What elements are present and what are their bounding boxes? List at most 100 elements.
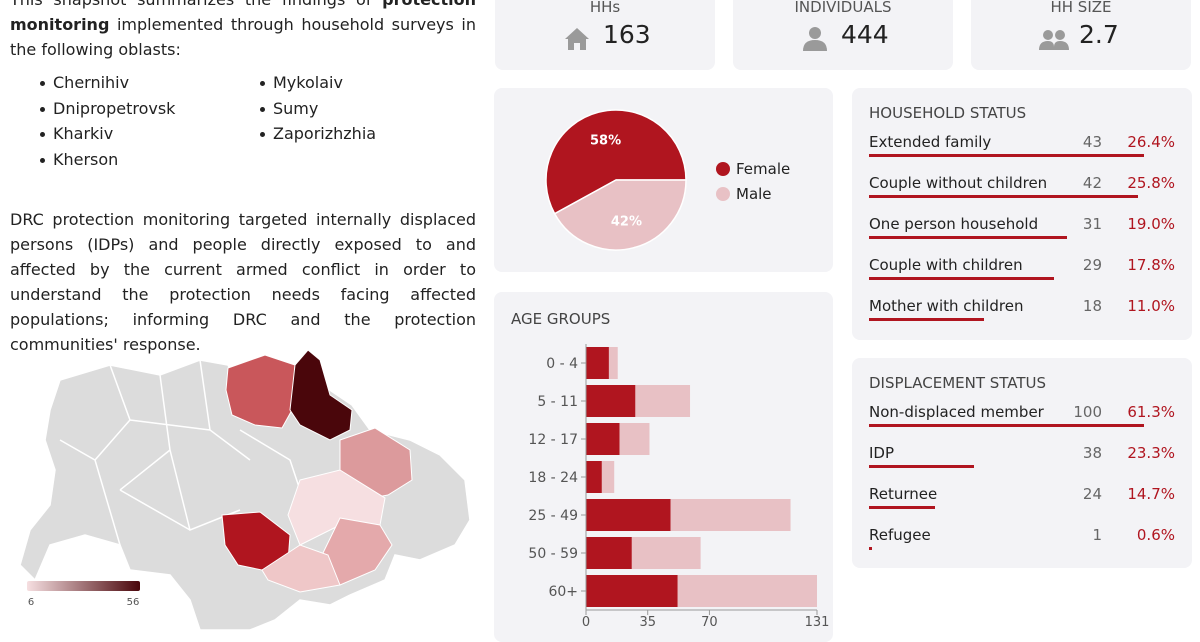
legend-swatch bbox=[716, 187, 730, 201]
row-label: Couple with children bbox=[869, 256, 1023, 274]
row-label: Non-displaced member bbox=[869, 403, 1044, 421]
row-label: Extended family bbox=[869, 133, 992, 151]
oblast-name: Dnipropetrovsk bbox=[53, 98, 176, 118]
legend-label: Male bbox=[736, 185, 772, 203]
age-chart: AGE GROUPS 0 35 70 131 0 - 4 5 - 11 12 - 17 18 … bbox=[511, 310, 830, 630]
oblast-name: Mykolaiv bbox=[273, 73, 343, 92]
bar bbox=[608, 347, 618, 379]
map-borders bbox=[59, 359, 301, 546]
bar bbox=[586, 461, 602, 493]
x-tick-label: 0 bbox=[582, 615, 590, 630]
bar bbox=[586, 423, 620, 455]
row-percent: 26.4% bbox=[1127, 133, 1175, 151]
row-percent: 23.3% bbox=[1127, 444, 1175, 462]
intro-text: implemented through household surveys in… bbox=[10, 15, 476, 59]
row-label: Couple without children bbox=[869, 174, 1048, 192]
bar bbox=[586, 385, 636, 417]
row-label: Mother with children bbox=[869, 297, 1024, 315]
oblast-name: Kharkiv bbox=[53, 124, 114, 143]
kpi-value: 444 bbox=[841, 20, 889, 49]
intro: This snapshot summarizes the findings of… bbox=[10, 0, 476, 62]
bullet bbox=[40, 132, 45, 137]
kpi-icon bbox=[1039, 30, 1069, 50]
map: 6 56 bbox=[19, 349, 471, 630]
row-bar bbox=[869, 195, 1138, 198]
row-percent: 61.3% bbox=[1127, 403, 1175, 421]
row-count: 43 bbox=[1082, 133, 1102, 151]
bullet bbox=[260, 132, 265, 137]
row-bar bbox=[869, 547, 872, 550]
row-count: 24 bbox=[1082, 485, 1102, 503]
region bbox=[261, 544, 341, 593]
row-bar bbox=[869, 277, 1055, 280]
household-card: HOUSEHOLD STATUS Extended family 43 26.4% Co… bbox=[852, 88, 1192, 340]
kpi-label: HH SIZE bbox=[1050, 0, 1112, 16]
section-title: HOUSEHOLD STATUS bbox=[869, 104, 1027, 122]
age-card: AGE GROUPS 0 35 70 131 0 - 4 5 - 11 12 - 17 18 … bbox=[494, 292, 833, 642]
row-percent: 19.0% bbox=[1127, 215, 1175, 233]
row-bar bbox=[869, 424, 1144, 427]
row-percent: 17.8% bbox=[1127, 256, 1175, 274]
row-percent: 0.6% bbox=[1136, 526, 1175, 544]
oblast-name: Zaporizhzhia bbox=[273, 124, 377, 143]
bar bbox=[677, 575, 817, 607]
y-tick-label: 25 - 49 bbox=[528, 508, 578, 524]
row-count: 29 bbox=[1082, 256, 1102, 274]
gender-card: 58% Female 42% Male bbox=[494, 88, 833, 272]
section-title: DISPLACEMENT STATUS bbox=[869, 374, 1047, 392]
row-percent: 11.0% bbox=[1127, 297, 1175, 315]
y-tick-label: 5 - 11 bbox=[537, 394, 578, 410]
pie-chart: 58% Female 42% Male bbox=[545, 109, 790, 251]
bar bbox=[601, 461, 615, 493]
bar bbox=[586, 347, 609, 379]
row-count: 100 bbox=[1073, 403, 1102, 421]
bar bbox=[635, 385, 691, 417]
oblast-list: Chernihiv Dnipropetrovsk Kharkiv Kherson Myk… bbox=[0, 70, 480, 180]
y-tick-label: 18 - 24 bbox=[528, 470, 578, 486]
oblast-name: Sumy bbox=[273, 98, 319, 118]
oblast-name: Kherson bbox=[53, 149, 119, 169]
row-label: IDP bbox=[869, 444, 895, 462]
row-count: 31 bbox=[1082, 215, 1102, 233]
chart-title: AGE GROUPS bbox=[511, 310, 610, 328]
pie-slice bbox=[545, 109, 687, 215]
x-tick-label: 70 bbox=[701, 615, 718, 630]
legend-swatch bbox=[716, 162, 730, 176]
region bbox=[225, 354, 296, 429]
x-tick-label: 131 bbox=[805, 615, 830, 630]
bar bbox=[619, 423, 650, 455]
y-tick-label: 12 - 17 bbox=[528, 432, 578, 448]
intro-bold: protection monitoring bbox=[10, 0, 476, 34]
bar bbox=[586, 537, 632, 569]
bullet bbox=[260, 81, 265, 86]
kpi-icon bbox=[565, 28, 589, 50]
x-tick-label: 35 bbox=[639, 615, 656, 630]
bar bbox=[631, 537, 701, 569]
row-bar bbox=[869, 506, 935, 509]
row-bar bbox=[869, 465, 974, 468]
displacement-card: DISPLACEMENT STATUS Non-displaced member 1… bbox=[852, 358, 1192, 568]
row-percent: 25.8% bbox=[1127, 174, 1175, 192]
map-legend-min: 6 bbox=[28, 597, 34, 608]
bullet bbox=[40, 106, 45, 112]
kpi-label: HHs bbox=[589, 0, 621, 16]
description: DRC protection monitoring targeted inter… bbox=[10, 210, 476, 354]
map-legend-bar bbox=[27, 581, 140, 591]
pie-label: 58% bbox=[590, 133, 621, 148]
row-label: Returnee bbox=[869, 485, 938, 503]
legend-label: Female bbox=[736, 160, 790, 178]
row-count: 18 bbox=[1082, 297, 1102, 315]
row-percent: 14.7% bbox=[1127, 485, 1175, 503]
y-tick-label: 50 - 59 bbox=[528, 546, 578, 562]
y-tick-label: 0 - 4 bbox=[546, 356, 578, 372]
kpi-label: INDIVIDUALS bbox=[794, 0, 892, 16]
bar bbox=[586, 575, 678, 607]
row-bar bbox=[869, 318, 984, 321]
bullet bbox=[40, 157, 45, 163]
row-bar bbox=[869, 236, 1067, 239]
bar bbox=[670, 499, 791, 531]
kpi-value: 2.7 bbox=[1079, 20, 1119, 49]
row-count: 42 bbox=[1082, 174, 1102, 192]
kpi-card: HH SIZE 2.7 bbox=[971, 0, 1191, 70]
